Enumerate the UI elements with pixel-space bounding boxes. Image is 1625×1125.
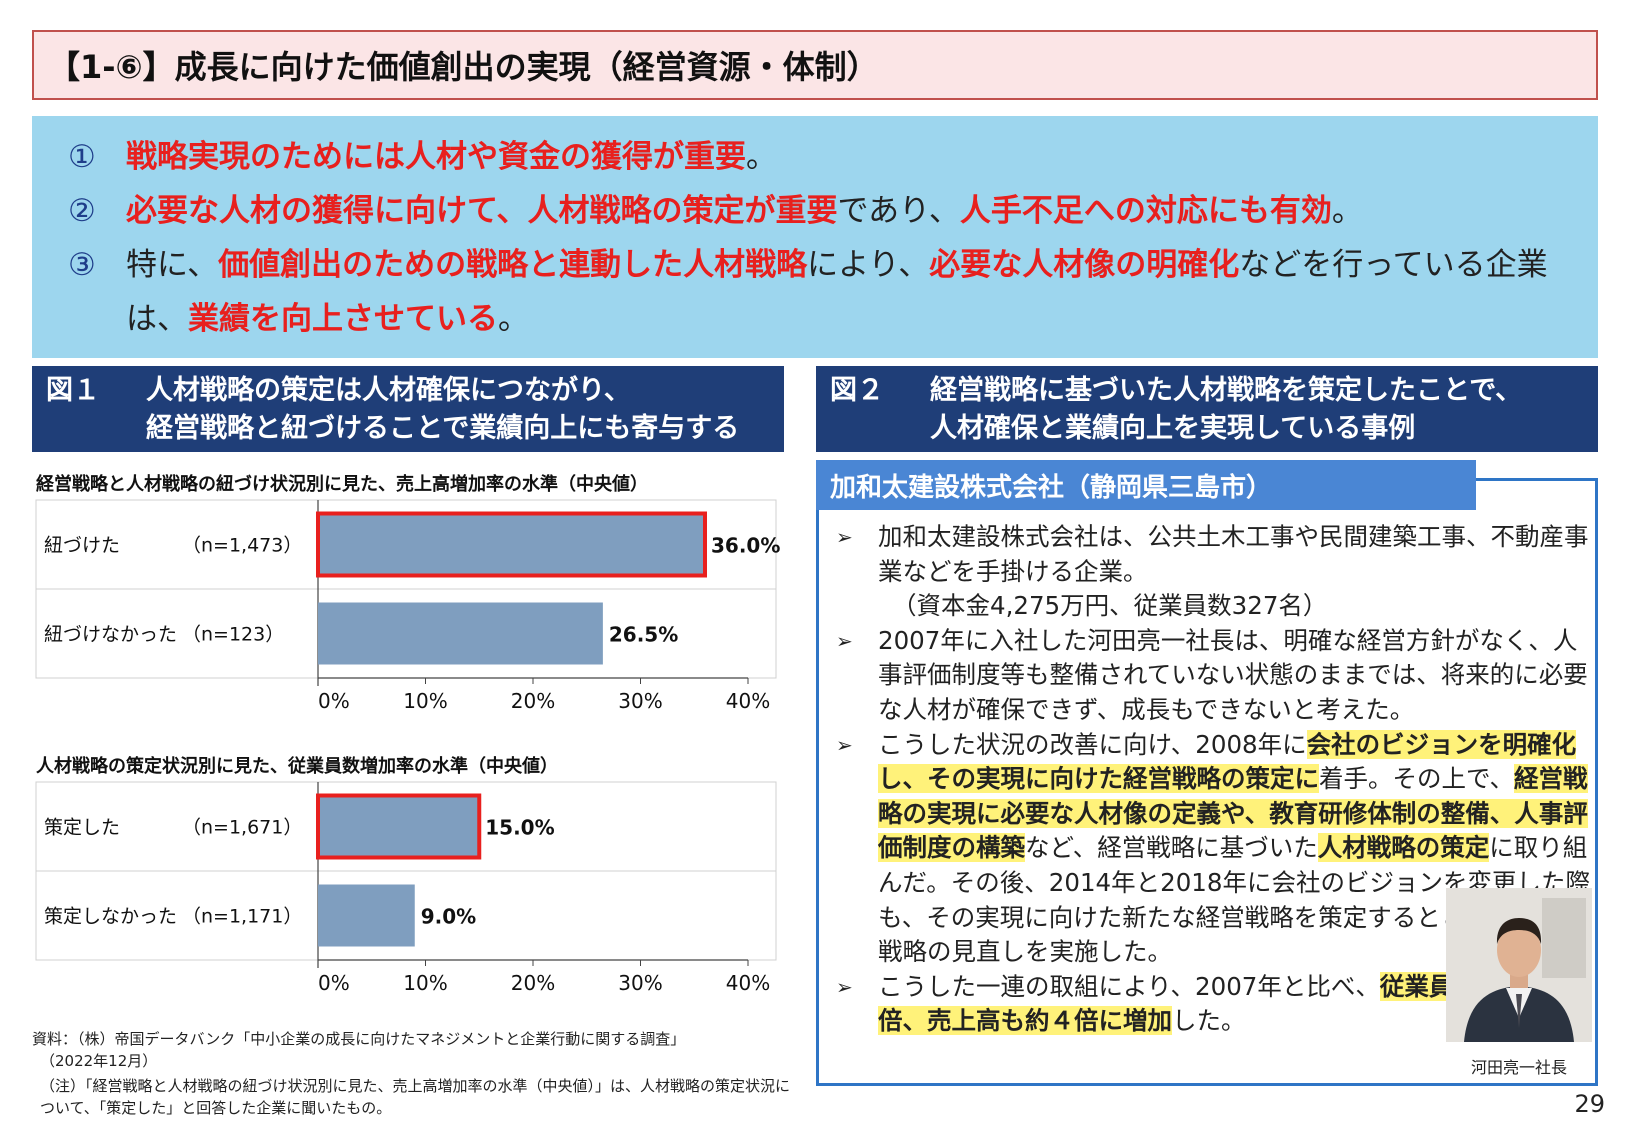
x-tick-label: 30% <box>618 689 662 713</box>
company-name-tab: 加和太建設株式会社（静岡県三島市） <box>816 460 1476 510</box>
case-bullet-text: 2007年に入社した河田亮一社長は、明確な経営方針がなく、人事評価制度等も整備さ… <box>878 624 1592 728</box>
figure1-header: 図１ 人材戦略の策定は人材確保につながり、 経営戦略と紐づけることで業績向上にも寄… <box>32 366 784 452</box>
case-bullet: ➢ 2007年に入社した河田亮一社長は、明確な経営方針がなく、人事評価制度等も整備… <box>830 624 1592 728</box>
summary-text: 。 <box>746 139 777 175</box>
x-tick-label: 0% <box>318 971 350 995</box>
case-text: 加和太建設株式会社は、公共土木工事や民間建築工事、不動産事業などを手掛ける企業。 <box>878 522 1589 586</box>
case-text: こうした一連の取組により、2007年と比べ、 <box>878 971 1380 1001</box>
summary-emphasis: 業績を向上させている <box>188 301 498 337</box>
x-tick-label: 10% <box>403 689 447 713</box>
summary-item-number: ① <box>68 139 96 175</box>
x-tick-label: 20% <box>511 689 555 713</box>
case-text: （資本金4,275万円、従業員数327名） <box>892 591 1328 621</box>
summary-item-text: 戦略実現のためには人材や資金の獲得が重要。 <box>126 130 1568 184</box>
company-bullets: ➢ 加和太建設株式会社は、公共土木工事や民間建築工事、不動産事業などを手掛ける企業… <box>830 520 1592 1039</box>
bar <box>318 795 480 858</box>
category-label: 紐づけた <box>44 535 120 557</box>
figure1-title-line2: 経営戦略と紐づけることで業績向上にも寄与する <box>146 413 740 444</box>
figure2-title-line2: 人材確保と業績向上を実現している事例 <box>930 413 1416 444</box>
x-tick-label: 40% <box>726 689 770 713</box>
summary-emphasis: 必要な人材の獲得に向けて、人材戦略の策定が重要 <box>126 193 838 229</box>
case-text: 2007年に入社した河田亮一社長は、明確な経営方針がなく、人事評価制度等も整備さ… <box>878 625 1588 724</box>
summary-item: ② 必要な人材の獲得に向けて、人材戦略の策定が重要であり、人手不足への対応にも有効… <box>68 184 1568 238</box>
summary-emphasis: 必要な人材像の明確化 <box>929 247 1240 283</box>
case-bullet-text: 加和太建設株式会社は、公共土木工事や民間建築工事、不動産事業などを手掛ける企業。… <box>878 520 1592 624</box>
page-number: 29 <box>1574 1090 1605 1118</box>
sample-size-label: （n=1,473） <box>182 535 302 557</box>
sample-size-label: （n=1,671） <box>182 817 302 839</box>
summary-text: により、 <box>807 247 930 283</box>
summary-text: 特に、 <box>126 247 219 283</box>
case-text: 着手。その上で、 <box>1319 764 1515 794</box>
arrow-bullet-icon: ➢ <box>836 732 853 757</box>
summary-panel: ① 戦略実現のためには人材や資金の獲得が重要。 ② 必要な人材の獲得に向けて、人材戦略… <box>32 116 1598 358</box>
bar <box>318 602 603 665</box>
x-tick-label: 20% <box>511 971 555 995</box>
case-text: など、経営戦略に基づいた <box>1025 833 1318 863</box>
case-text: こうした状況の改善に向け、2008年に <box>878 729 1307 759</box>
sample-size-label: （n=123） <box>182 624 284 646</box>
case-text: した。 <box>1172 1006 1246 1036</box>
data-label: 36.0% <box>711 534 780 558</box>
figure2-label: 図２ <box>830 375 884 406</box>
summary-item: ③ 特に、価値創出のための戦略と連動した人材戦略により、必要な人材像の明確化などを… <box>68 238 1568 346</box>
arrow-bullet-icon: ➢ <box>836 525 853 549</box>
x-tick-label: 30% <box>618 971 662 995</box>
person-icon <box>1446 888 1592 1042</box>
x-tick-label: 40% <box>726 971 770 995</box>
summary-emphasis: 人手不足への対応にも有効 <box>959 193 1332 229</box>
data-label: 26.5% <box>609 623 678 647</box>
source-line2: （2022年12月） <box>40 1052 158 1070</box>
case-bullet: ➢ 加和太建設株式会社は、公共土木工事や民間建築工事、不動産事業などを手掛ける企業… <box>830 520 1592 624</box>
president-photo <box>1446 888 1592 1042</box>
chart2-title: 人材戦略の策定状況別に見た、従業員数増加率の水準（中央値） <box>36 756 558 777</box>
bar-highlight-frame <box>316 511 707 578</box>
summary-emphasis: 戦略実現のためには人材や資金の獲得が重要 <box>126 139 746 175</box>
figure1-title-line1: 人材戦略の策定は人材確保につながり、 <box>146 375 631 406</box>
bar <box>318 513 705 576</box>
chart1-sales-growth: 0% 10% 20% 30% 40% 紐づけた （n=1,473） 36.0% 紐づけなかった（… <box>35 499 780 713</box>
summary-text: 。 <box>498 301 529 337</box>
figure2-header: 図２ 経営戦略に基づいた人材戦略を策定したことで、 人材確保と業績向上を実現してい… <box>816 366 1598 452</box>
arrow-bullet-icon: ➢ <box>836 974 853 999</box>
summary-text: であり、 <box>837 193 960 229</box>
bar-highlight-frame <box>316 793 482 860</box>
summary-item-text: 特に、価値創出のための戦略と連動した人材戦略により、必要な人材像の明確化などを行… <box>126 238 1568 346</box>
source-note-line: （注）「経営戦略と人材戦略の紐づけ状況別に見た、売上高増加率の水準（中央値）」は… <box>40 1077 791 1117</box>
data-label: 9.0% <box>421 905 476 929</box>
summary-emphasis: 価値創出のための戦略と連動した人材戦略 <box>218 247 808 283</box>
sample-size-label: （n=1,171） <box>182 906 302 928</box>
summary-item-text: 必要な人材の獲得に向けて、人材戦略の策定が重要であり、人手不足への対応にも有効。 <box>126 184 1568 238</box>
arrow-bullet-icon: ➢ <box>836 628 853 653</box>
source-note: 資料：（株）帝国データバンク「中小企業の成長に向けたマネジメントと企業行動に関す… <box>32 1028 792 1119</box>
category-label: 策定しなかった <box>44 906 177 928</box>
case-highlight: 人材戦略の策定 <box>1317 833 1490 863</box>
page-title: 【1-⑥】成長に向けた価値創出の実現（経営資源・体制） <box>32 30 1598 100</box>
figure2-title-line1: 経営戦略に基づいた人材戦略を策定したことで、 <box>930 375 1523 406</box>
x-tick-label: 10% <box>403 971 447 995</box>
summary-item-number: ③ <box>68 247 96 283</box>
bar <box>318 884 415 947</box>
summary-text: 。 <box>1331 193 1363 229</box>
summary-item-number: ② <box>68 193 96 229</box>
category-label: 紐づけなかった <box>44 624 177 646</box>
summary-text: などを行っている企業は、 <box>126 247 1548 337</box>
chart1-title: 経営戦略と人材戦略の紐づけ状況別に見た、売上高増加率の水準（中央値） <box>36 474 648 495</box>
x-tick-label: 0% <box>318 689 350 713</box>
summary-item: ① 戦略実現のためには人材や資金の獲得が重要。 <box>68 130 1568 184</box>
photo-caption: 河田亮一社長 <box>1470 1058 1567 1077</box>
data-label: 15.0% <box>485 816 554 840</box>
category-label: 策定した <box>44 817 120 839</box>
figure1-label: 図１ <box>46 375 100 406</box>
source-line1: 資料：（株）帝国データバンク「中小企業の成長に向けたマネジメントと企業行動に関す… <box>32 1030 686 1048</box>
chart2-employee-growth: 0% 10% 20% 30% 40% 策定した （n=1,671） 15.0% 策定しなかった（… <box>35 781 777 995</box>
